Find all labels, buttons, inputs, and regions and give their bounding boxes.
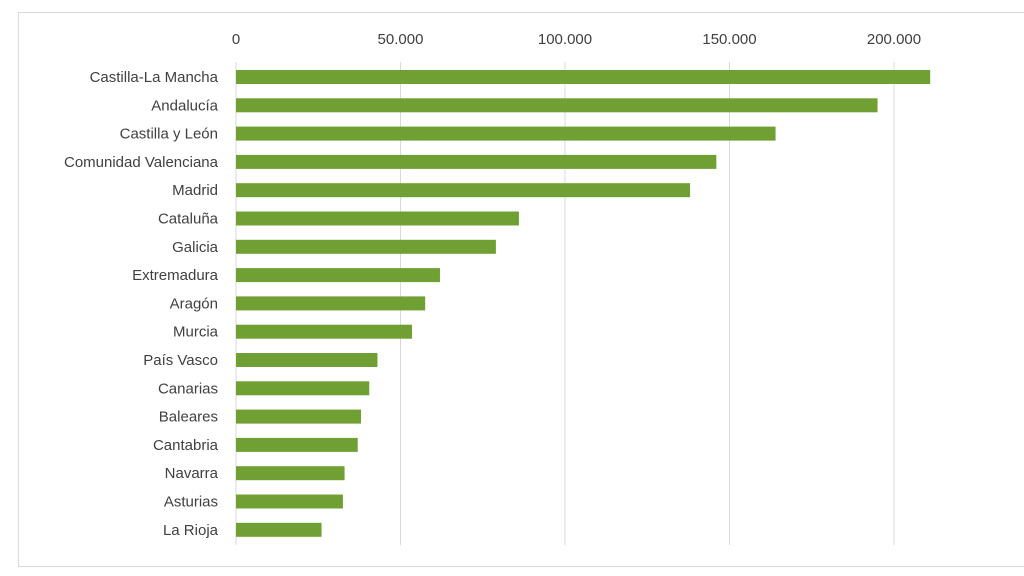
x-tick-label: 150.000 [702,31,756,48]
category-label: Castilla-La Mancha [90,69,219,86]
category-label: Asturias [164,494,218,511]
bar [236,296,426,311]
x-tick-label: 0 [232,31,240,48]
x-tick-label: 200.000 [867,31,921,48]
category-label: Aragón [170,295,218,312]
bar [236,211,519,226]
bar [236,522,322,537]
category-label: Murcia [173,324,219,341]
category-label: Castilla y León [120,126,218,143]
x-tick-label: 100.000 [538,31,592,48]
category-label: La Rioja [163,522,219,539]
category-label: Comunidad Valenciana [64,154,219,171]
category-label: Madrid [172,182,218,199]
bar [236,239,496,254]
bar [236,70,931,84]
bar [236,494,343,509]
category-label: Navarra [165,465,219,482]
bar [236,466,345,481]
x-tick-label: 50.000 [378,31,424,48]
category-label: Extremadura [132,267,219,284]
bar [236,437,358,452]
bar [236,268,440,283]
category-label: Cantabria [153,437,219,454]
bar [236,381,370,396]
bar [236,353,378,367]
category-label: Galicia [172,239,219,256]
category-label: Baleares [159,409,218,426]
bar [236,409,362,424]
category-label: País Vasco [143,352,218,369]
category-label: Cataluña [158,211,219,228]
bar [236,98,878,113]
bar [236,126,776,141]
bar [236,183,691,198]
category-label: Andalucía [151,97,218,114]
bar [236,324,413,339]
bar [236,154,717,169]
category-label: Canarias [158,380,218,397]
